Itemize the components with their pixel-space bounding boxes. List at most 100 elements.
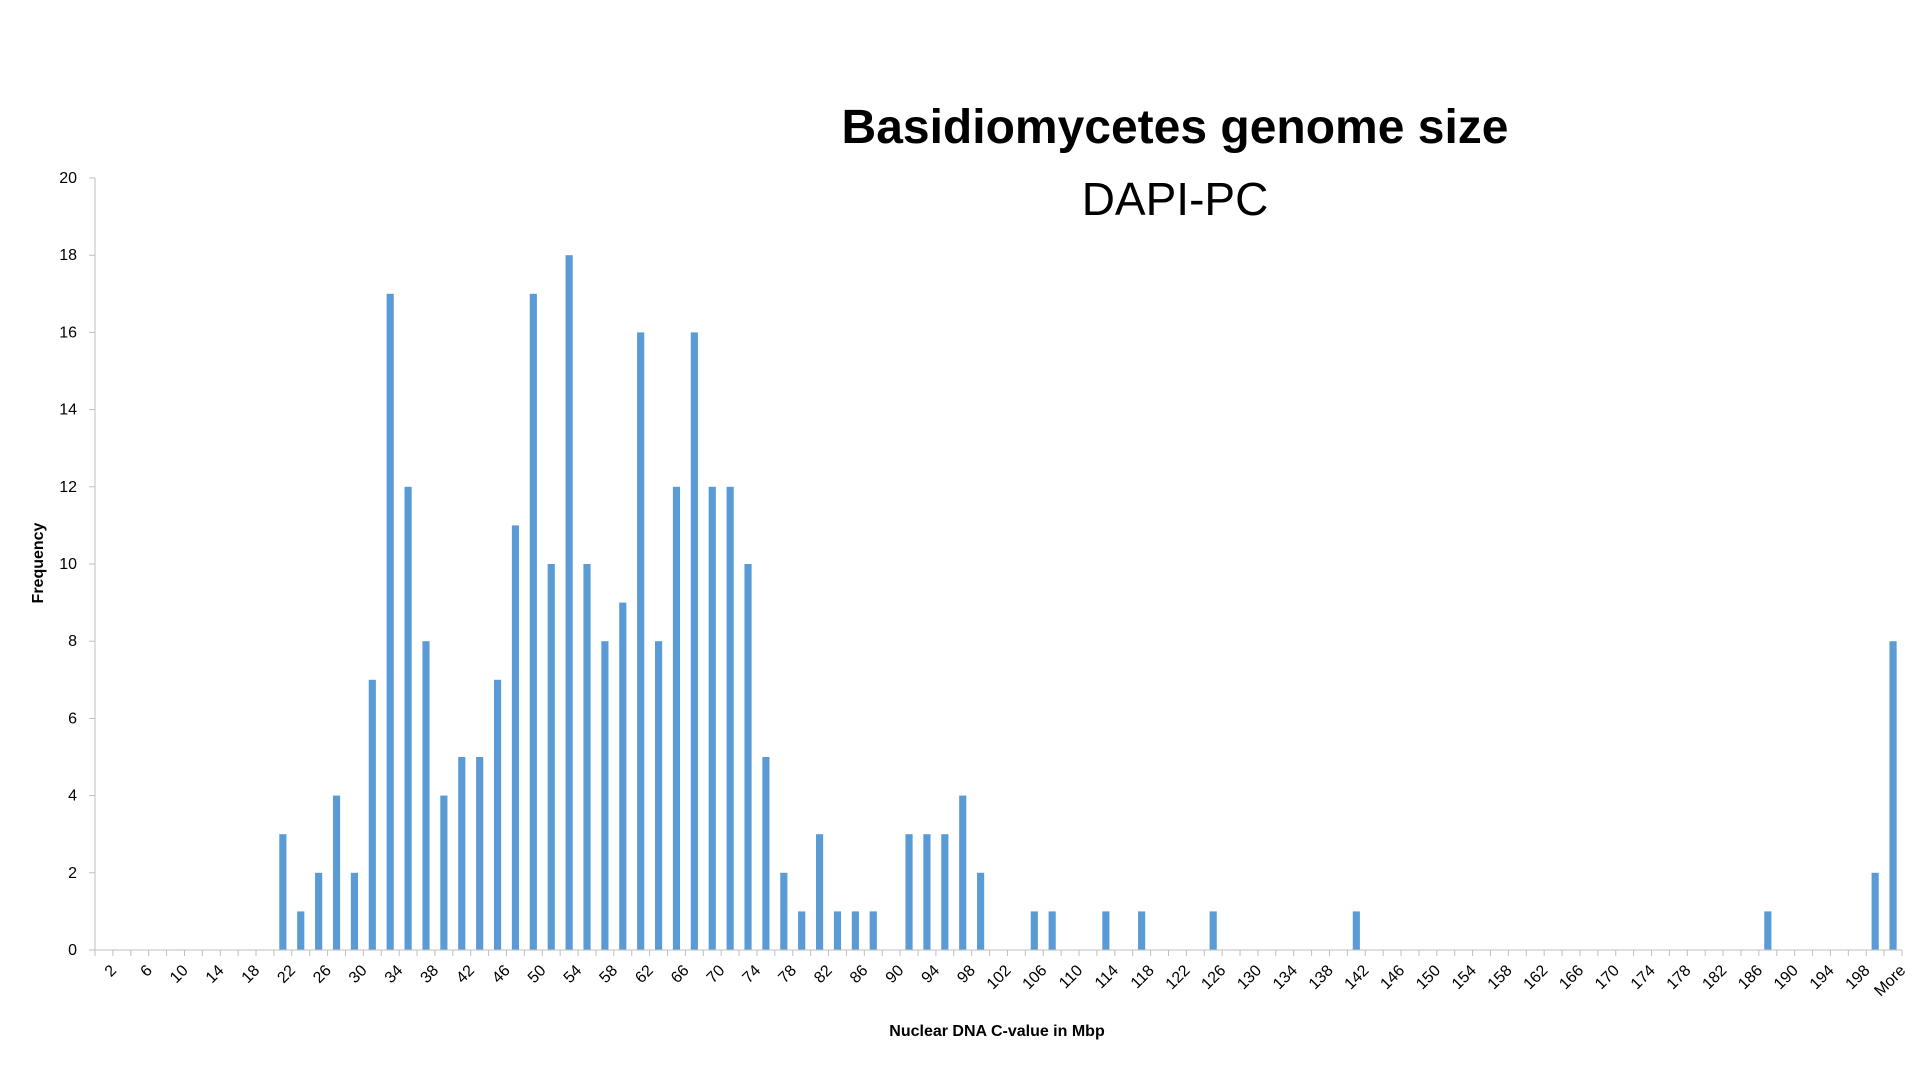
bar-34 bbox=[386, 293, 394, 950]
bar-188 bbox=[1764, 911, 1772, 950]
bar-More bbox=[1889, 641, 1897, 950]
x-tick-label: 190 bbox=[1771, 962, 1802, 993]
x-tick-label: 158 bbox=[1485, 962, 1516, 993]
bar-50 bbox=[529, 293, 537, 950]
y-tick-label: 14 bbox=[59, 402, 77, 419]
x-tick-label: 194 bbox=[1807, 962, 1838, 993]
x-tick-label: 50 bbox=[525, 962, 550, 987]
y-tick-label: 2 bbox=[68, 865, 77, 882]
x-axis-title: Nuclear DNA C-value in Mbp bbox=[889, 1023, 1105, 1040]
bar-36 bbox=[404, 486, 412, 950]
bar-74 bbox=[744, 564, 752, 950]
x-tick-label: 58 bbox=[596, 962, 621, 987]
bar-108 bbox=[1048, 911, 1056, 950]
x-axis: 2 6 10 14 18 22 26 30 34 38 42 46 50 54 58 62 66 70 74 78 82… bbox=[94, 949, 1909, 1000]
x-tick-label: 10 bbox=[167, 962, 192, 987]
bar-58 bbox=[601, 641, 609, 950]
x-tick-label: 54 bbox=[561, 962, 586, 987]
bar-200 bbox=[1871, 872, 1879, 950]
x-tick-label: 94 bbox=[919, 962, 944, 987]
bar-22 bbox=[279, 834, 287, 950]
bar-44 bbox=[476, 757, 484, 950]
bar-96 bbox=[941, 834, 949, 950]
x-tick-label: 142 bbox=[1342, 962, 1373, 993]
y-axis: 0 2 4 6 8 10 12 14 16 18 20 bbox=[59, 170, 96, 959]
bar-24 bbox=[297, 911, 305, 950]
x-tick-label: 22 bbox=[274, 962, 299, 987]
x-tick-label: 150 bbox=[1413, 962, 1444, 993]
bar-84 bbox=[833, 911, 842, 950]
bars bbox=[279, 255, 1897, 950]
x-tick-label: 86 bbox=[847, 962, 872, 987]
x-tick-label: 66 bbox=[668, 962, 693, 987]
x-tick-label: 114 bbox=[1092, 962, 1122, 992]
x-tick-label: 106 bbox=[1020, 962, 1051, 993]
x-tick-label: 46 bbox=[489, 962, 514, 987]
y-axis-title: Frequency bbox=[30, 522, 47, 603]
chart-title: Basidiomycetes genome size bbox=[842, 101, 1509, 154]
bar-54 bbox=[565, 255, 573, 950]
bar-64 bbox=[654, 641, 663, 950]
y-tick-label: 12 bbox=[59, 479, 77, 496]
bar-48 bbox=[511, 525, 520, 950]
bar-26 bbox=[315, 872, 323, 950]
bar-88 bbox=[869, 911, 877, 950]
x-tick-label: 186 bbox=[1735, 962, 1766, 993]
bar-94 bbox=[923, 834, 931, 950]
y-tick-label: 18 bbox=[59, 247, 77, 264]
x-tick-label: 78 bbox=[775, 962, 800, 987]
y-tick-label: 4 bbox=[68, 788, 77, 805]
bar-76 bbox=[762, 757, 770, 950]
x-tick-label: 130 bbox=[1234, 962, 1265, 993]
x-tick-label: 146 bbox=[1377, 962, 1408, 993]
x-tick-label: 38 bbox=[418, 962, 443, 987]
bar-32 bbox=[368, 679, 376, 950]
x-tick-label: 118 bbox=[1128, 962, 1158, 992]
bar-86 bbox=[851, 911, 859, 950]
bar-72 bbox=[726, 486, 734, 950]
x-tick-label: 162 bbox=[1521, 962, 1552, 993]
bar-30 bbox=[350, 872, 358, 950]
x-tick-label: 14 bbox=[203, 962, 228, 987]
bar-60 bbox=[619, 602, 627, 950]
y-tick-label: 6 bbox=[68, 710, 77, 727]
x-tick-label: 2 bbox=[102, 962, 120, 980]
bar-38 bbox=[422, 641, 430, 950]
x-tick-label: 174 bbox=[1628, 962, 1659, 993]
x-tick-label: 154 bbox=[1449, 962, 1480, 993]
y-tick-label: 0 bbox=[68, 942, 77, 959]
x-tick-label: 126 bbox=[1198, 962, 1229, 993]
bar-78 bbox=[780, 872, 788, 950]
x-tick-label: 122 bbox=[1163, 962, 1194, 993]
bar-28 bbox=[332, 795, 341, 950]
bar-52 bbox=[547, 564, 555, 950]
x-tick-label: 90 bbox=[883, 962, 908, 987]
x-tick-label: 34 bbox=[382, 962, 407, 987]
x-tick-label: 74 bbox=[740, 962, 765, 987]
bar-118 bbox=[1138, 911, 1146, 950]
x-tick-label: 18 bbox=[239, 962, 264, 987]
x-tick-label: 170 bbox=[1592, 962, 1623, 993]
bar-100 bbox=[977, 872, 985, 950]
bar-80 bbox=[798, 911, 806, 950]
bar-68 bbox=[690, 332, 698, 950]
bar-126 bbox=[1209, 911, 1217, 950]
bar-92 bbox=[905, 834, 913, 950]
x-tick-label: 182 bbox=[1699, 962, 1730, 993]
x-tick-label: 6 bbox=[138, 962, 156, 980]
x-tick-label: 198 bbox=[1843, 962, 1874, 993]
bar-82 bbox=[816, 834, 824, 950]
bar-70 bbox=[708, 486, 716, 950]
x-tick-label: 134 bbox=[1270, 962, 1301, 993]
x-tick-label: 26 bbox=[310, 962, 335, 987]
y-tick-label: 16 bbox=[59, 324, 77, 341]
x-tick-label: 62 bbox=[632, 962, 657, 987]
y-tick-label: 10 bbox=[59, 556, 77, 573]
x-tick-label: 30 bbox=[346, 962, 371, 987]
x-tick-label: More bbox=[1871, 962, 1909, 1000]
bar-66 bbox=[672, 486, 681, 950]
bar-40 bbox=[440, 795, 448, 950]
bar-42 bbox=[458, 757, 466, 950]
